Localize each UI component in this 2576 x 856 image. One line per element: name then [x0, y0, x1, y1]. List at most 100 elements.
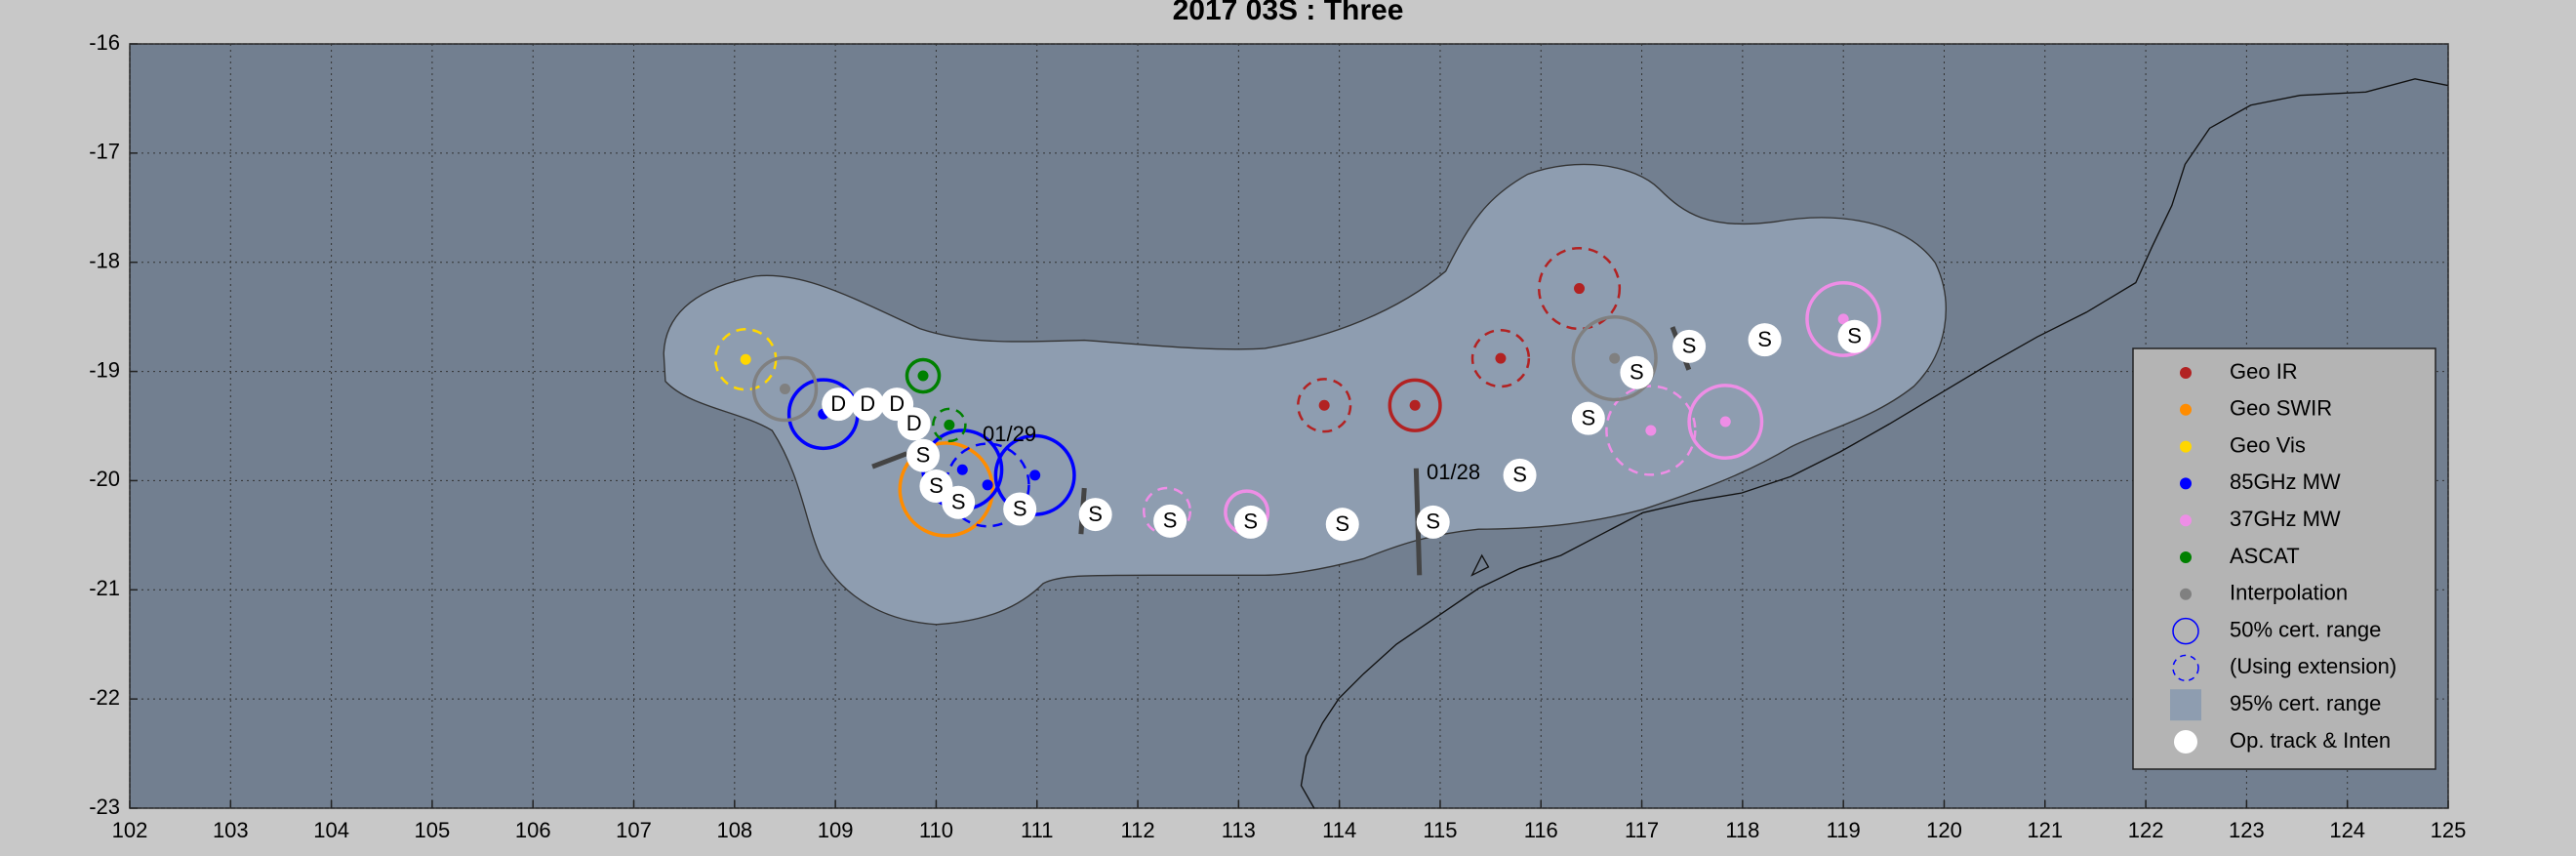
intensity-label: S [1682, 334, 1697, 358]
legend-symbol [2180, 514, 2192, 527]
intensity-label: S [1013, 496, 1027, 520]
legend-symbol [2180, 403, 2192, 416]
track-marker [942, 485, 976, 519]
legend-label: Op. track & Inten [2230, 728, 2391, 753]
legend-symbol [2172, 617, 2199, 645]
y-tick-label: -23 [89, 795, 120, 819]
track-marker [1416, 505, 1450, 539]
intensity-label: D [889, 391, 905, 416]
fix-point [956, 464, 968, 475]
legend-symbol [2170, 689, 2201, 721]
track-marker [1003, 492, 1037, 526]
x-tick-label: 125 [2431, 818, 2467, 842]
legend-label: 95% cert. range [2230, 691, 2381, 715]
intensity-label: S [1243, 510, 1258, 534]
x-tick-label: 121 [2027, 818, 2063, 842]
track-marker [906, 438, 941, 472]
fix-point [1719, 416, 1731, 428]
y-tick-label: -19 [89, 357, 120, 382]
track-marker [1325, 508, 1359, 542]
cert-range [898, 441, 995, 538]
cert-95-area [663, 163, 1947, 626]
track-marker [851, 387, 885, 422]
cert-range [945, 442, 1030, 528]
intensity-label: S [1426, 510, 1440, 534]
intensity-label: S [929, 473, 944, 498]
cert-range [1388, 378, 1442, 432]
x-tick-label: 105 [415, 818, 451, 842]
legend-label: Interpolation [2230, 581, 2348, 605]
x-tick-label: 120 [1926, 818, 1962, 842]
intensity-label: S [1757, 327, 1772, 351]
x-tick-label: 124 [2329, 818, 2365, 842]
track-marker [1233, 505, 1268, 539]
y-tick-label: -21 [89, 576, 120, 600]
x-tick-label: 111 [1021, 818, 1053, 842]
x-tick-label: 118 [1725, 818, 1759, 842]
track-marker [1672, 329, 1707, 363]
legend-label: 37GHz MW [2230, 507, 2341, 531]
y-tick-label: -20 [89, 467, 120, 491]
track-marker [822, 387, 856, 422]
legend-label: 50% cert. range [2230, 617, 2381, 641]
legend-symbol [2174, 730, 2197, 754]
x-tick-label: 119 [1827, 818, 1861, 842]
track-marker [1837, 319, 1872, 353]
cert-range [1571, 315, 1658, 402]
legend-symbol [2180, 440, 2192, 453]
x-tick-label: 117 [1625, 818, 1659, 842]
intensity-label: S [951, 490, 966, 514]
track-marker [1748, 323, 1782, 357]
cert-range [932, 407, 967, 443]
legend-label: Geo SWIR [2230, 396, 2332, 421]
x-tick-label: 112 [1121, 818, 1155, 842]
intensity-label: S [1581, 405, 1595, 429]
legend-label: Geo IR [2230, 359, 2298, 384]
x-tick-label: 110 [919, 818, 953, 842]
legend-symbol [2180, 551, 2192, 563]
cert-range [1605, 385, 1697, 476]
x-tick-label: 116 [1524, 818, 1558, 842]
legend-label: Geo Vis [2230, 432, 2306, 457]
y-tick-label: -17 [89, 140, 120, 164]
x-tick-label: 123 [2229, 818, 2265, 842]
legend-label: ASCAT [2230, 544, 2300, 568]
y-tick-label: -16 [89, 30, 120, 55]
fix-point [1409, 399, 1421, 411]
cert-range [905, 357, 942, 394]
legend-label: (Using extension) [2230, 654, 2396, 678]
x-tick-label: 103 [213, 818, 249, 842]
cert-range [1687, 384, 1764, 460]
track-marker [897, 407, 931, 441]
legend-label: 85GHz MW [2230, 469, 2341, 494]
intensity-label: S [1847, 324, 1862, 348]
fix-point [1029, 469, 1041, 481]
intensity-label: D [830, 391, 846, 416]
cert-range [1805, 280, 1882, 357]
track-segment [871, 451, 908, 469]
intensity-label: D [906, 411, 922, 435]
x-tick-label: 109 [818, 818, 854, 842]
fix-point [982, 479, 993, 491]
x-tick-label: 106 [515, 818, 551, 842]
x-tick-label: 104 [313, 818, 349, 842]
fix-point [1837, 313, 1849, 325]
fix-point [917, 370, 929, 382]
x-tick-label: 122 [2128, 818, 2164, 842]
legend-symbol [2172, 654, 2199, 682]
intensity-label: D [860, 391, 875, 416]
fix-point [1495, 352, 1507, 364]
cert-range [1537, 246, 1622, 331]
x-tick-label: 108 [716, 818, 752, 842]
annotation: 01/29 [983, 422, 1036, 446]
x-tick-label: 114 [1322, 818, 1356, 842]
intensity-label: S [1163, 509, 1178, 533]
intensity-label: S [1630, 360, 1644, 385]
fix-point [1645, 425, 1657, 436]
x-tick-label: 113 [1222, 818, 1256, 842]
fix-point [1574, 283, 1586, 295]
fix-point [779, 383, 790, 394]
chart-title: 2017 03S : Three [1173, 0, 1404, 26]
intensity-label: S [1512, 463, 1527, 487]
